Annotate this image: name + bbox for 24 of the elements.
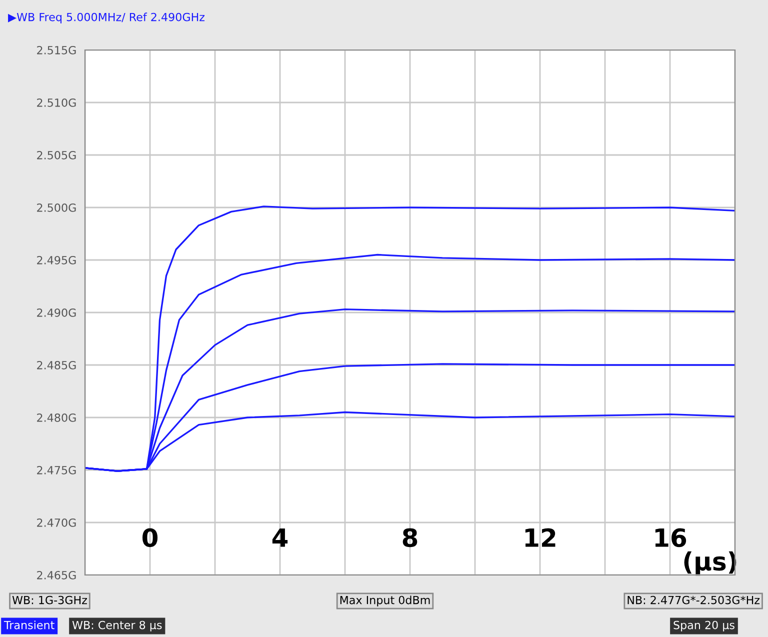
x-tick-label: 0 [142,528,158,548]
y-tick-label: 2.490G [37,308,76,317]
text: WB: Center 8 µs [72,620,162,632]
y-tick-label: 2.505G [37,150,76,160]
chart-title: ▶WB Freq 5.000MHz/ Ref 2.490GHz [8,12,204,24]
y-tick-label: 2.495G [37,256,76,264]
x-axis-title: (µs) [684,551,736,576]
y-tick-label: 2.465G [37,570,76,580]
x-tick-label: 4 [272,528,288,547]
y-tick-label: 2.480G [37,413,76,422]
text: Transient [4,620,54,630]
y-tick-label: 2.515G [37,46,76,54]
y-tick-label: 2.470G [37,518,76,527]
x-tick-label: 12 [525,528,556,547]
y-tick-label: 2.475G [37,466,76,474]
y-tick-label: 2.510G [37,98,76,107]
x-tick-label: 16 [655,528,686,548]
x-tick-label: 8 [402,528,418,548]
text: WB: 1G-3GHz [12,596,87,604]
text: NB: 2.477G*-2.503G*Hz [628,596,760,604]
y-tick-label: 2.485G [37,360,76,370]
y-tick-label: 2.500G [37,203,76,212]
text: Max Input 0dBm [340,596,430,606]
text: Span 20 µs [674,620,734,632]
